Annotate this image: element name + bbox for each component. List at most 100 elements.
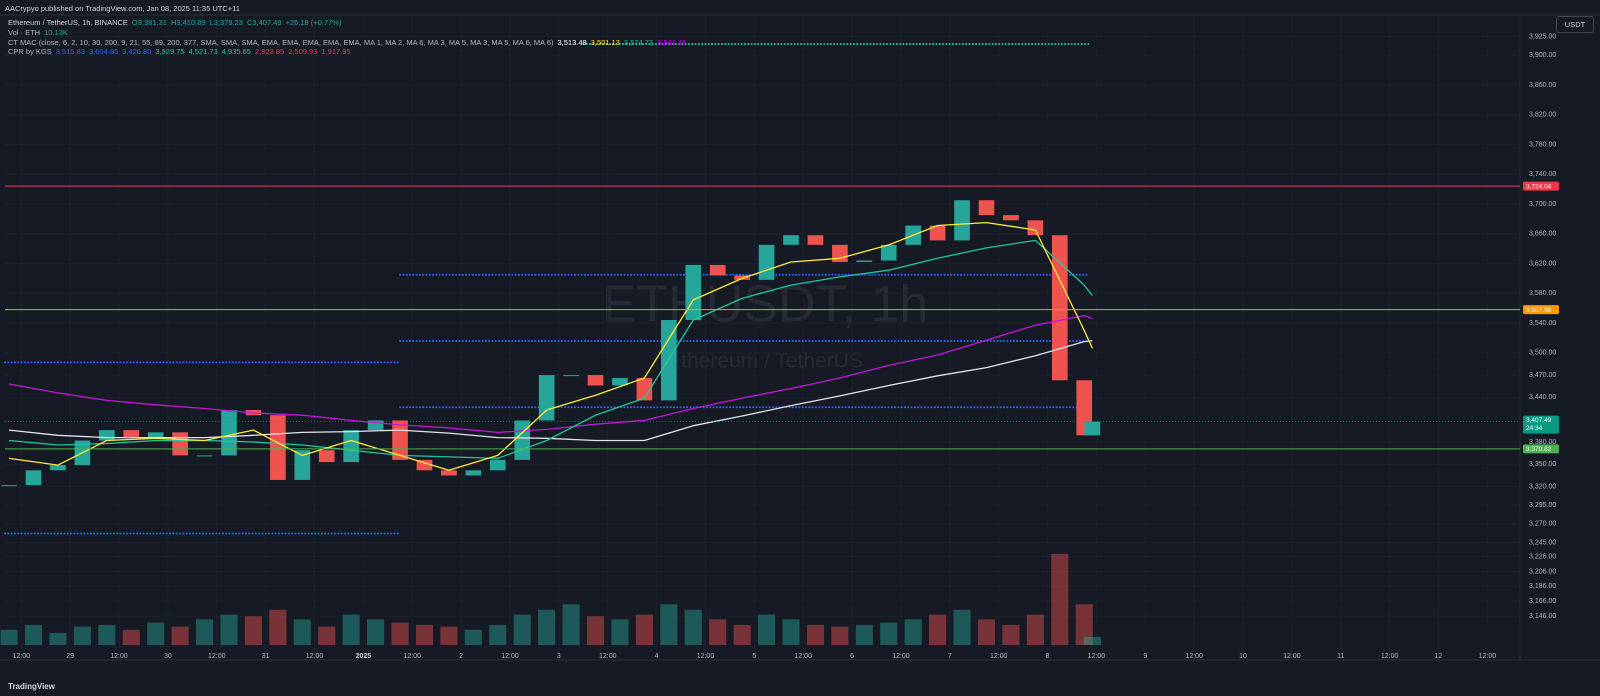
volume-bar [635,614,653,645]
byline: AACrypyo published on TradingView.com, J… [5,4,240,13]
candle-body [807,235,824,245]
ma-title: CT MAC (close, 6, 2, 10, 30, 200, 9, 21,… [8,38,554,47]
x-tick-label: 31 [262,653,270,660]
volume-bar [513,614,531,645]
volume-bar [1083,636,1101,645]
volume-bar [782,619,800,645]
candle-body [636,378,653,401]
x-tick-label: 2 [459,653,463,660]
x-tick-label: 12:00 [208,653,226,660]
y-tick-label: 3,470.00 [1529,372,1556,379]
cpr-legend: CPR by KGS 3,515.83 3,604.85 3,426.80 3,929.… [8,47,355,56]
volume-bar [171,626,189,645]
footer-logo: TradingView [8,682,55,691]
cpr-value: 4,935.65 [221,47,251,56]
cpr-value: 3,929.75 [155,47,185,56]
candle-body [98,430,115,441]
ma-line [9,221,1093,471]
x-tick-label: 12:00 [697,653,715,660]
candle-body [685,264,702,321]
cpr-value: 2,923.85 [254,47,285,56]
candle-body [1003,215,1019,221]
y-tick-label: 3,186.00 [1529,583,1556,590]
candle-body [538,375,555,421]
x-tick-label: 29 [66,653,74,660]
volume-bar [855,625,873,645]
y-tick-label: 3,620.00 [1529,260,1556,267]
x-tick-label: 12:00 [306,653,324,660]
volume-bar [415,625,434,645]
volume-bar [464,629,482,645]
x-tick-label: 5 [752,653,756,660]
y-tick-label: 3,350.00 [1529,461,1556,468]
x-tick-label: 11 [1337,653,1344,660]
y-tick-label: 3,925.00 [1529,33,1556,40]
x-tick-label: 2025 [356,653,372,660]
volume-bar [220,614,238,645]
candle-body [1,485,17,487]
x-tick-label: 30 [164,653,172,660]
candle-body [612,378,628,386]
candle-body [294,450,311,480]
volume-bar [831,626,849,645]
y-tick-label: 3,320.00 [1529,484,1556,491]
volume-bar [73,626,91,645]
x-tick-label: 12:00 [501,653,519,660]
candle-body [50,465,66,471]
x-tick-label: 12:00 [403,653,421,660]
volume-bar [1051,553,1069,645]
y-tick-label: 3,580.00 [1529,290,1556,297]
y-tick-label: 3,440.00 [1529,394,1556,401]
y-tick-label: 3,660.00 [1529,231,1556,238]
volume-bar [391,622,409,645]
ma-value: 3,574.73 [623,38,654,47]
volume-bar [977,619,996,645]
price-badge-label: 3,557.96 [1526,307,1552,314]
volume-bar [1002,625,1020,645]
volume-bar [269,609,287,645]
candle-body [587,375,604,386]
cpr-value: 3,426.80 [122,47,152,56]
volume-bar [1075,604,1093,645]
candle-body [25,470,42,486]
x-tick-label: 12:00 [110,653,128,660]
ma-value: 3,541.49 [657,38,687,47]
countdown-label: 24:34 [1526,425,1543,432]
x-tick-label: 4 [655,653,659,660]
y-tick-label: 3,226.00 [1529,553,1556,560]
price-badge-label: 3,370.82 [1526,446,1552,453]
volume-bar [367,619,385,645]
volume-bar [709,619,727,645]
ohlc-value: O3,381.31 [131,18,167,27]
y-tick-label: 3,295.00 [1529,502,1556,509]
candle-body [709,264,726,276]
x-tick-label: 12:00 [1381,653,1399,660]
cpr-value: 2,509.93 [288,47,318,56]
volume-bar [880,622,898,645]
candle-body [270,415,286,480]
y-tick-label: 3,245.00 [1529,539,1556,546]
candle-body [196,455,213,457]
currency-button[interactable]: USDT [1556,16,1594,33]
volume-bar [538,609,556,645]
x-tick-label: 7 [948,653,952,660]
x-tick-label: 6 [850,653,854,660]
volume-bar [196,619,214,645]
cpr-value: 4,521.73 [188,47,218,56]
x-tick-label: 12:00 [599,653,617,660]
candle-body [929,225,946,241]
candle-body [367,420,384,431]
cpr-title: CPR by KGS [8,47,52,56]
y-tick-label: 3,860.00 [1529,82,1556,89]
y-tick-label: 3,820.00 [1529,112,1556,119]
candle-body [978,200,995,216]
x-tick-label: 12:00 [1479,653,1497,660]
y-tick-label: 3,740.00 [1529,171,1556,178]
candle-body [758,244,775,280]
candle-body [147,432,164,438]
volume-bar [733,625,751,645]
ma-value: 3,501.13 [590,38,620,47]
